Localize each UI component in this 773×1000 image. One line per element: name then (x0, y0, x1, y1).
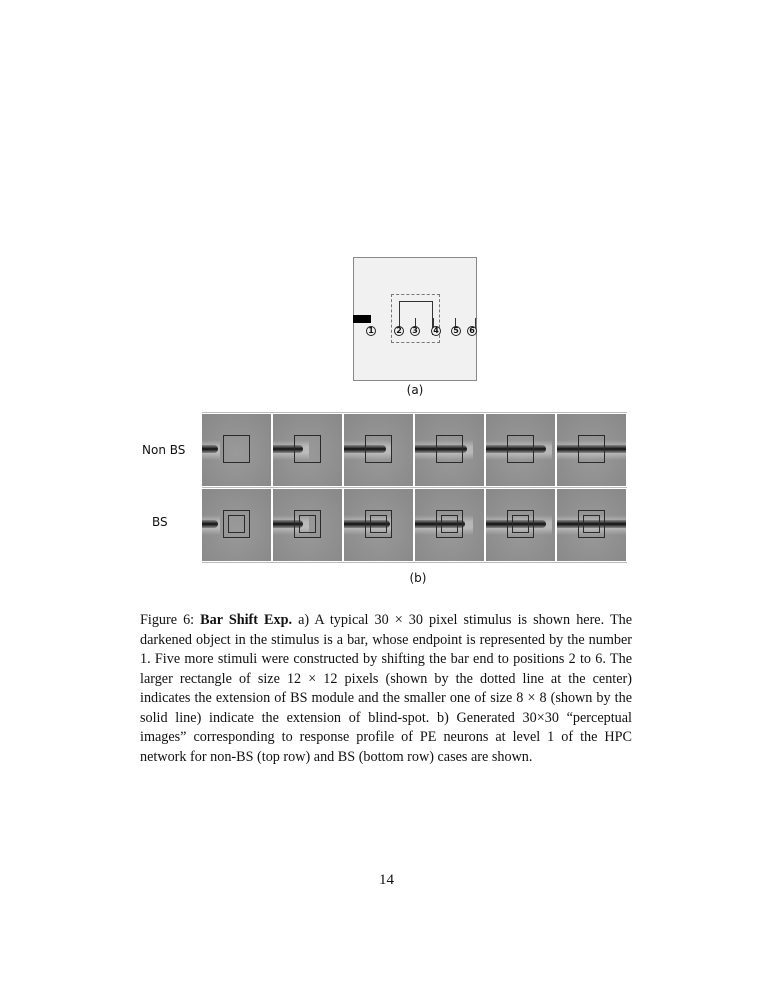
page-number: 14 (379, 872, 394, 888)
perceptual-image (273, 489, 342, 561)
position-marker-4: 4 (431, 326, 441, 336)
caption-text: a) A typical 30 × 30 pixel stimulus is s… (140, 612, 632, 765)
perceptual-image (486, 489, 555, 561)
perceptual-image (344, 489, 413, 561)
position-tick (415, 318, 416, 330)
perceptual-image (557, 489, 626, 561)
perceptual-image (557, 414, 626, 486)
position-tick (433, 318, 434, 330)
panel-a-label: (a) (406, 383, 424, 397)
perceptual-image (415, 414, 484, 486)
stimulus-bar (353, 315, 371, 323)
caption-prefix: Figure 6: (140, 612, 201, 628)
bs-module-rectangle (391, 294, 440, 343)
row-label-non-bs: Non BS (142, 443, 186, 457)
position-marker-3: 3 (410, 326, 420, 336)
position-tick (399, 318, 400, 330)
position-tick (475, 318, 476, 330)
caption-title: Bar Shift Exp. (200, 612, 293, 628)
perceptual-image (415, 489, 484, 561)
bs-row (202, 487, 627, 563)
position-marker-1: 1 (366, 326, 376, 336)
perceptual-image (344, 414, 413, 486)
panel-b-label: (b) (409, 571, 427, 585)
perceptual-image (202, 414, 271, 486)
figure-caption: Figure 6: Bar Shift Exp. a) A typical 30… (140, 611, 632, 767)
position-marker-2: 2 (394, 326, 404, 336)
stimulus-panel: 1 2 3 4 5 6 (353, 257, 477, 381)
position-marker-5: 5 (451, 326, 461, 336)
position-tick (455, 318, 456, 330)
non-bs-row (202, 412, 627, 488)
perceptual-image (202, 489, 271, 561)
position-marker-6: 6 (467, 326, 477, 336)
row-label-bs: BS (152, 515, 168, 529)
perceptual-image (486, 414, 555, 486)
perceptual-image (273, 414, 342, 486)
